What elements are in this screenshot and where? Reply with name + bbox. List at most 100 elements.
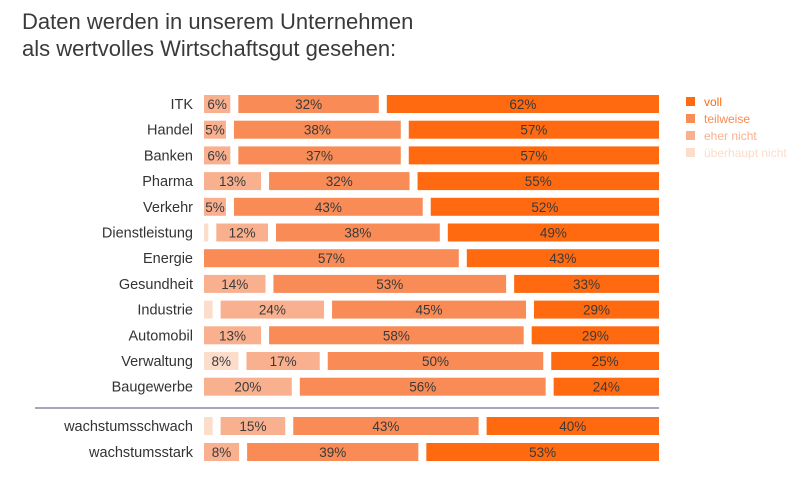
data-label: 29% <box>583 303 610 318</box>
bar-segment <box>269 326 524 345</box>
data-label: 43% <box>549 251 576 266</box>
bar-segment <box>531 326 659 345</box>
bar-segment <box>386 95 659 113</box>
data-label: 5% <box>205 123 225 138</box>
bar-segment <box>276 223 440 242</box>
bar-segment <box>220 417 286 435</box>
data-label: 38% <box>344 226 371 241</box>
bar-segment <box>204 146 231 165</box>
data-label: 50% <box>422 354 449 369</box>
bar-segment <box>204 120 226 139</box>
bar-segment <box>299 377 546 396</box>
bar-segment <box>246 352 320 370</box>
legend-label: eher nicht <box>704 129 757 143</box>
bar-segment <box>204 326 262 345</box>
data-label: 13% <box>219 174 246 189</box>
bar-segment <box>220 300 325 319</box>
category-label: Verkehr <box>143 200 193 216</box>
bar-segment <box>204 197 226 216</box>
bar-segment <box>293 417 479 435</box>
data-label: 15% <box>239 419 266 434</box>
data-label: 38% <box>304 123 331 138</box>
bar-segment <box>417 172 659 191</box>
legend-swatch <box>686 114 695 123</box>
bar-segment <box>204 249 459 268</box>
bar-segment <box>426 443 659 461</box>
legend-swatch <box>686 148 695 157</box>
data-label: 40% <box>559 419 586 434</box>
legend-swatch <box>686 131 695 140</box>
bar-segment <box>204 300 213 319</box>
bar-segment <box>204 417 213 435</box>
data-label: 49% <box>540 226 567 241</box>
bar-segment <box>204 223 209 242</box>
data-label: 6% <box>207 148 227 163</box>
bar-segment <box>486 417 659 435</box>
bar-segment <box>204 172 262 191</box>
data-label: 25% <box>592 354 619 369</box>
data-label: 62% <box>509 97 536 112</box>
category-label: ITK <box>170 97 193 113</box>
bar-segment <box>238 146 401 165</box>
data-label: 24% <box>259 303 286 318</box>
category-label: Industrie <box>137 303 193 319</box>
data-label: 57% <box>520 123 547 138</box>
data-label: 53% <box>376 277 403 292</box>
bar-segment <box>216 223 269 242</box>
data-label: 43% <box>315 200 342 215</box>
data-label: 39% <box>319 445 346 460</box>
bar-segment <box>327 352 544 370</box>
bar-segment <box>551 352 659 370</box>
legend-label: teilweise <box>704 112 750 126</box>
bar-segment <box>514 274 659 293</box>
bar-segment <box>466 249 659 268</box>
bar-segment <box>204 274 266 293</box>
legend-label: überhaupt nicht <box>704 146 787 160</box>
data-label: 29% <box>582 328 609 343</box>
data-label: 57% <box>520 148 547 163</box>
bar-segment <box>553 377 659 396</box>
bar-segment <box>447 223 659 242</box>
data-label: 13% <box>219 328 246 343</box>
bar-segment <box>247 443 419 461</box>
data-label: 24% <box>593 380 620 395</box>
legend-label: voll <box>704 95 722 109</box>
bar-segment <box>534 300 659 319</box>
data-label: 57% <box>318 251 345 266</box>
data-label: 32% <box>326 174 353 189</box>
title-line-1: Daten werden in unserem Unternehmen <box>22 9 414 34</box>
data-label: 12% <box>229 226 256 241</box>
data-label: 33% <box>573 277 600 292</box>
bar-segment <box>408 120 659 139</box>
data-label: 53% <box>529 445 556 460</box>
category-label: Pharma <box>142 174 194 190</box>
bar-segment <box>204 352 239 370</box>
bar-segment <box>408 146 659 165</box>
bar-segment <box>238 95 379 113</box>
title-line-2: als wertvolles Wirtschaftsgut gesehen: <box>22 36 397 61</box>
data-label: 52% <box>531 200 558 215</box>
category-label: Gesundheit <box>119 277 193 293</box>
category-label: Verwaltung <box>121 354 193 370</box>
category-label: Handel <box>147 123 193 139</box>
data-label: 5% <box>205 200 225 215</box>
category-label: Energie <box>143 251 193 267</box>
category-label: Automobil <box>129 328 193 344</box>
data-label: 58% <box>383 328 410 343</box>
category-label: Baugewerbe <box>112 380 193 396</box>
data-label: 37% <box>306 148 333 163</box>
category-label: wachstumsschwach <box>63 419 193 435</box>
bar-segment <box>204 95 231 113</box>
data-label: 45% <box>416 303 443 318</box>
bar-segment <box>269 172 410 191</box>
category-label: Banken <box>144 148 193 164</box>
bar-segment <box>204 377 292 396</box>
data-label: 20% <box>234 380 261 395</box>
data-label: 55% <box>525 174 552 189</box>
data-label: 56% <box>409 380 436 395</box>
data-label: 6% <box>207 97 227 112</box>
bar-segment <box>204 443 240 461</box>
data-label: 14% <box>221 277 248 292</box>
bar-segment <box>233 197 423 216</box>
